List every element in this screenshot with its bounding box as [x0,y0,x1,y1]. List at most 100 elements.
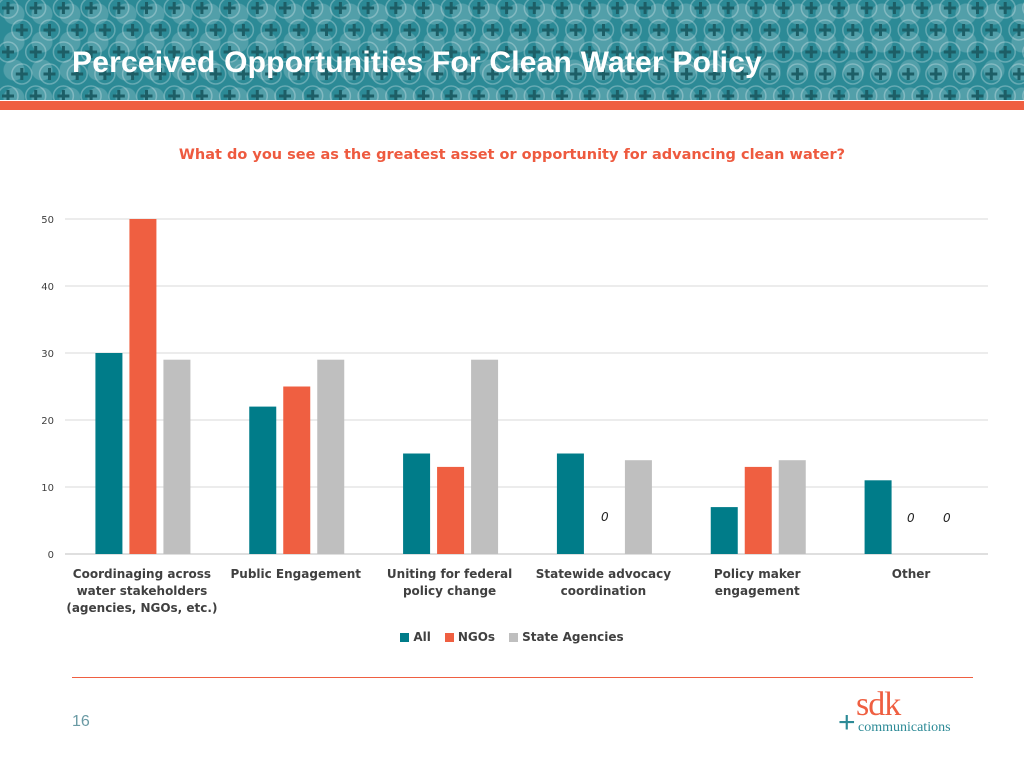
plus-pattern-icon [191,85,213,100]
plus-pattern-icon [288,19,310,41]
plus-pattern-icon [288,63,310,85]
plus-pattern-icon [52,41,75,63]
plus-pattern-icon [565,63,587,85]
plus-pattern-icon [80,41,102,63]
plus-pattern-icon [966,0,989,19]
plus-pattern-icon [703,19,726,41]
plus-pattern-icon [745,85,767,100]
plus-pattern-icon [662,85,684,100]
plus-pattern-icon [94,19,116,41]
plus-pattern-icon [578,41,601,63]
plus-pattern-icon [731,19,753,41]
plus-pattern-icon [800,41,823,63]
plus-pattern-icon [855,41,878,63]
plus-pattern-icon [177,63,199,85]
plus-pattern-icon [398,63,421,85]
plus-pattern-icon [274,0,296,19]
plus-pattern-icon [274,41,296,63]
plus-pattern-icon [232,19,255,41]
plus-pattern-icon [135,85,158,100]
plus-pattern-icon [1008,19,1024,41]
plus-pattern-icon [121,63,144,85]
plus-pattern-icon [814,19,836,41]
plus-pattern-icon [662,41,684,63]
plus-pattern-icon [52,85,75,100]
plus-pattern-icon [495,0,518,19]
plus-pattern-icon [454,63,476,85]
sdk-communications-logo: + sdk communications [838,686,978,740]
plus-pattern-icon [842,63,864,85]
plus-pattern-icon [745,41,767,63]
plus-pattern-icon [634,0,656,19]
plus-pattern-icon [772,41,795,63]
plus-pattern-icon [911,0,933,19]
chart-title: What do you see as the greatest asset or… [178,147,846,163]
plus-pattern-icon [191,0,213,19]
plus-pattern-icon [939,41,961,63]
plus-pattern-icon [994,0,1016,19]
plus-pattern-icon [537,19,559,41]
plus-pattern-icon [121,19,144,41]
plus-pattern-icon [38,63,61,85]
category-label: Coordinaging across water stakeholders (… [66,567,218,615]
plus-pattern-icon [80,0,102,19]
header-banner: Perceived Opportunities For Clean Water … [0,0,1024,100]
bar-state-agencies [317,359,345,554]
plus-pattern-icon [523,41,546,63]
plus-pattern-icon [828,85,850,100]
plus-pattern-icon [925,63,947,85]
plus-pattern-icon [0,85,19,100]
legend-label: State Agencies [522,630,624,644]
plus-pattern-icon [883,0,906,19]
plus-pattern-icon [454,19,476,41]
plus-pattern-icon [163,85,185,100]
plus-pattern-icon [883,41,906,63]
zero-data-label: 0 [943,511,951,525]
plus-pattern-icon [94,63,116,85]
plus-pattern-icon [11,19,33,41]
plus-pattern-icon [855,85,878,100]
bar-all [710,507,738,554]
plus-pattern-icon [925,19,947,41]
plus-pattern-icon [108,41,130,63]
plus-pattern-icon [578,0,601,19]
plus-pattern-icon [939,85,961,100]
plus-pattern-icon [592,19,615,41]
plus-pattern-icon [703,63,726,85]
plus-pattern-icon [869,19,892,41]
plus-pattern-icon [897,63,919,85]
plus-pattern-icon [80,85,102,100]
plus-pattern-icon [966,41,989,63]
plus-pattern-icon [897,19,919,41]
logo-subtext: communications [858,720,951,735]
plus-pattern-icon [135,0,158,19]
plus-pattern-icon [468,41,490,63]
legend-label: NGOs [457,630,496,644]
footer-divider [72,677,973,678]
plus-pattern-icon [565,19,587,41]
legend-item-ngos: NGOs [444,630,496,644]
plus-pattern-icon [745,0,767,19]
plus-pattern-icon [758,63,781,85]
slide-title: Perceived Opportunities For Clean Water … [72,46,762,79]
plus-pattern-icon [800,85,823,100]
bar-state-agencies [778,460,806,554]
bar-all [556,453,584,554]
plus-pattern-icon [315,19,338,41]
plus-pattern-icon [1008,63,1024,85]
category-label: Statewide advocacy coordination [535,567,672,598]
plus-pattern-icon [939,0,961,19]
plus-pattern-icon [911,41,933,63]
plus-pattern-icon [218,85,241,100]
plus-pattern-icon [412,0,435,19]
plus-pattern-icon [523,85,546,100]
plus-pattern-icon [177,19,199,41]
plus-pattern-icon [301,85,324,100]
plus-pattern-icon [481,19,504,41]
bar-all [403,453,431,554]
plus-pattern-icon [329,0,352,19]
plus-pattern-icon [495,41,518,63]
plus-pattern-icon [814,63,836,85]
plus-pattern-icon [426,19,449,41]
plus-pattern-icon [343,19,365,41]
